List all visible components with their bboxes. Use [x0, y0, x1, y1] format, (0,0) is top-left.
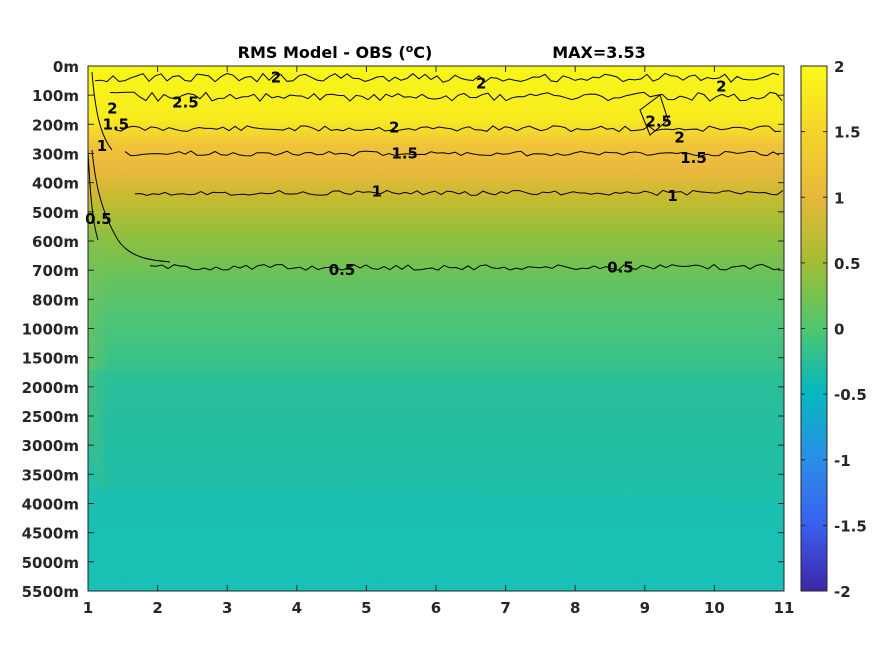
y-tick-label: 300m [32, 146, 79, 164]
y-tick-label: 600m [32, 233, 79, 251]
contour-label: 2 [716, 77, 726, 95]
x-tick-label: 8 [570, 599, 580, 617]
contour-label: 2.5 [172, 93, 199, 111]
x-tick-label: 7 [500, 599, 510, 617]
x-tick-label: 1 [83, 599, 93, 617]
heatmap-field [88, 66, 784, 591]
contour-line [88, 149, 99, 241]
contour-line [639, 94, 669, 136]
contour-label: 1.5 [391, 145, 418, 163]
y-tick-label: 4500m [22, 525, 79, 543]
y-tick-label: 2500m [22, 408, 79, 426]
contour-line [109, 91, 783, 102]
chart-title: RMS Model - OBS (oC) [238, 42, 433, 62]
x-axis: 1 2 3 4 5 6 7 8 9 10 11 [83, 66, 795, 617]
colorbar-tick-label: 0 [834, 321, 844, 339]
y-tick-label: 5500m [22, 583, 79, 601]
contour-line [91, 149, 171, 263]
y-axis: 0m 100m 200m 300m 400m 500m 600m 700m 800m 1000m 1… [22, 58, 784, 601]
y-tick-label: 700m [32, 262, 79, 280]
contour-label: 2 [476, 75, 486, 93]
contour-label: 2 [674, 128, 684, 146]
contour-line [91, 71, 113, 151]
x-tick-label: 2 [152, 599, 162, 617]
y-tick-label: 3000m [22, 437, 79, 455]
colorbar-tick-label: -0.5 [834, 386, 867, 404]
x-tick-label: 4 [292, 599, 302, 617]
contour-label: 1 [667, 187, 677, 205]
y-tick-label: 0m [53, 58, 79, 76]
y-tick-label: 800m [32, 291, 79, 309]
contour-label: 2.5 [645, 112, 672, 130]
y-tick-label: 5000m [22, 554, 79, 572]
x-tick-label: 6 [431, 599, 441, 617]
x-tick-label: 9 [640, 599, 650, 617]
y-tick-label: 200m [32, 116, 79, 134]
contour-label: 2 [389, 118, 399, 136]
colorbar-tick-label: 1 [834, 189, 844, 207]
colorbar-tick-label: 2 [834, 58, 844, 76]
y-tick-label: 3500m [22, 466, 79, 484]
y-tick-label: 2000m [22, 379, 79, 397]
max-value-label: MAX=3.53 [552, 43, 646, 62]
colorbar-tick-label: -1.5 [834, 517, 867, 535]
y-tick-label: 4000m [22, 496, 79, 514]
contour-label: 1.5 [103, 115, 130, 133]
contour-line [149, 263, 781, 271]
contour-label: 1 [372, 182, 382, 200]
x-tick-label: 10 [704, 599, 725, 617]
contour-line [134, 189, 784, 196]
y-tick-label: 400m [32, 175, 79, 193]
contour-label: 1.5 [680, 149, 707, 167]
colorbar-tick-label: -2 [834, 583, 851, 601]
contour-label: 0.5 [329, 261, 356, 279]
colorbar-tick-label: 0.5 [834, 255, 861, 273]
contour-label: 2 [271, 69, 281, 87]
x-tick-label: 5 [361, 599, 371, 617]
y-tick-label: 1000m [22, 321, 79, 339]
contour-line [94, 72, 780, 83]
contour-label: 0.5 [607, 258, 634, 276]
colorbar-ticks: 2 1.5 1 0.5 0 -0.5 -1 -1.5 -2 [801, 58, 867, 601]
contour-label: 0.5 [85, 210, 112, 228]
contour-label: 1 [97, 137, 107, 155]
x-tick-label: 11 [774, 599, 795, 617]
y-tick-label: 500m [32, 204, 79, 222]
colorbar-tick-label: 1.5 [834, 124, 861, 142]
contour-line [114, 125, 782, 133]
contour-label: 2 [107, 99, 117, 117]
contour-labels: 22.52 221.512 2.521.5 1.51 10.50.5 0.5 [85, 69, 726, 279]
y-tick-label: 1500m [22, 350, 79, 368]
colorbar-tick-label: -1 [834, 452, 851, 470]
y-tick-label: 100m [32, 87, 79, 105]
contour-lines [88, 71, 784, 271]
x-tick-label: 3 [222, 599, 232, 617]
contour-line [124, 150, 780, 157]
